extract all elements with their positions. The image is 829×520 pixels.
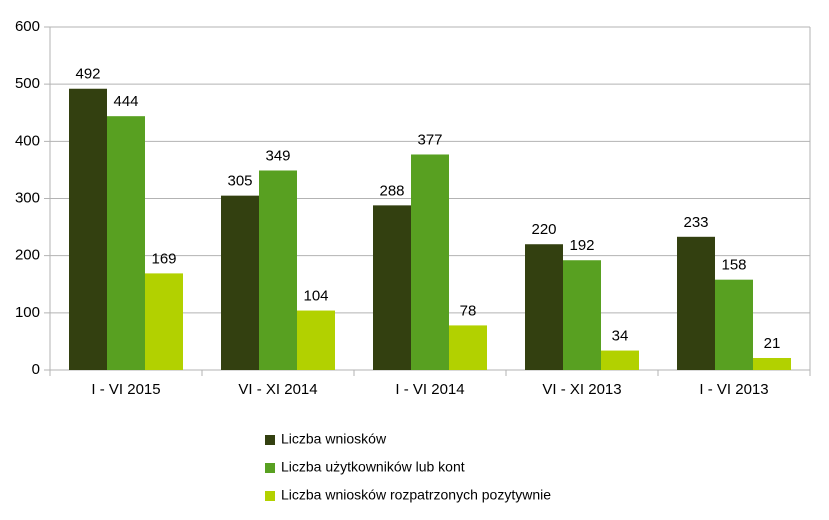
y-tick-label: 0 xyxy=(32,361,40,378)
bar xyxy=(677,236,715,370)
legend-label: Liczba użytkowników lub kont xyxy=(281,459,465,475)
y-tick-label: 600 xyxy=(15,18,40,35)
data-label: 377 xyxy=(417,131,442,148)
data-label: 444 xyxy=(113,93,138,110)
data-label: 305 xyxy=(227,173,252,190)
legend-label: Liczba wniosków xyxy=(281,431,387,447)
bar xyxy=(753,357,791,370)
x-tick-label: I - VI 2013 xyxy=(699,381,768,398)
data-label: 104 xyxy=(303,288,328,305)
bar xyxy=(107,116,145,371)
bar xyxy=(715,279,753,370)
bar xyxy=(449,325,487,370)
data-label: 169 xyxy=(151,250,176,267)
bar xyxy=(525,244,563,370)
data-label: 158 xyxy=(721,257,746,274)
x-tick-label: I - VI 2014 xyxy=(395,381,464,398)
data-label: 492 xyxy=(75,66,100,83)
bar xyxy=(297,310,335,370)
x-tick-label: VI - XI 2013 xyxy=(542,381,621,398)
legend-label: Liczba wniosków rozpatrzonych pozytywnie xyxy=(281,487,551,503)
data-label: 21 xyxy=(764,335,781,352)
bar xyxy=(259,170,297,370)
x-tick-label: I - VI 2015 xyxy=(91,381,160,398)
bar xyxy=(601,350,639,370)
bar xyxy=(563,260,601,370)
bar xyxy=(221,195,259,370)
y-tick-label: 200 xyxy=(15,247,40,264)
legend-swatch xyxy=(265,491,275,501)
data-label: 288 xyxy=(379,182,404,199)
data-label: 34 xyxy=(612,328,629,345)
legend-swatch xyxy=(265,463,275,473)
y-tick-label: 400 xyxy=(15,132,40,149)
bar xyxy=(145,273,183,370)
data-label: 349 xyxy=(265,147,290,164)
data-label: 220 xyxy=(531,221,556,238)
y-tick-label: 500 xyxy=(15,75,40,92)
legend-swatch xyxy=(265,435,275,445)
x-tick-label: VI - XI 2014 xyxy=(238,381,317,398)
bar xyxy=(69,88,107,371)
y-tick-label: 100 xyxy=(15,304,40,321)
bar xyxy=(411,154,449,370)
data-label: 192 xyxy=(569,237,594,254)
data-label: 233 xyxy=(683,214,708,231)
data-label: 78 xyxy=(460,302,477,319)
y-tick-label: 300 xyxy=(15,189,40,206)
bar xyxy=(373,205,411,370)
